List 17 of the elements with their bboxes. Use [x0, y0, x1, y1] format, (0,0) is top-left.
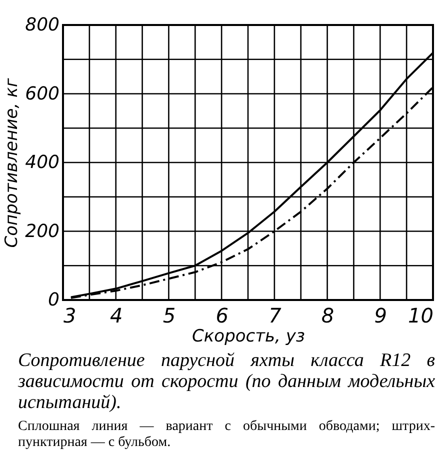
text: Сплошная линия — вариант с обычными обводами; штрих-пунктирная — с бульбом. [18, 419, 435, 451]
y-tick-label: 600 [25, 83, 60, 104]
x-tick-label: 9 [374, 304, 388, 328]
x-tick-label: 5 [162, 304, 176, 328]
x-tick-label: 6 [216, 304, 228, 328]
y-axis-title: Сопротивление, кг [2, 78, 22, 248]
x-axis-title: Скорость, уз [192, 326, 305, 346]
x-tick-label: 8 [321, 304, 334, 328]
text: Сопротивление парусной яхты класса R12 в зависимости от скорости (по данным модельных испытаний). [18, 350, 435, 413]
y-tick-label: 0 [48, 290, 60, 310]
y-tick-label: 200 [25, 220, 60, 242]
x-tick-label: 4 [110, 304, 123, 328]
x-tick-label: 3 [64, 304, 76, 328]
y-tick-label: 400 [25, 152, 60, 173]
x-tick-label: 10 [408, 304, 434, 328]
x-tick-label: 7 [268, 304, 282, 328]
y-tick-label: 800 [25, 14, 60, 36]
